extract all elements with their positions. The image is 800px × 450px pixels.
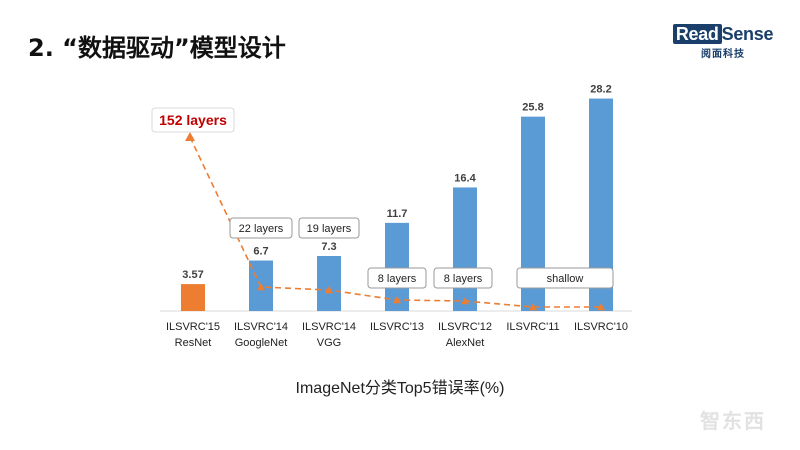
x-tick-label: ILSVRC'12 (438, 321, 492, 333)
layer-annotation-box (151, 107, 235, 133)
layer-annotation-label: 19 layers (307, 223, 352, 235)
layer-annotation-box (516, 267, 614, 289)
brand-logo: Read Sense 阅面科技 (668, 24, 778, 60)
layer-annotation-label: shallow (547, 273, 584, 285)
watermark-logo: 智东西 (700, 409, 766, 433)
depth-marker (185, 132, 195, 141)
layer-annotation-box (367, 267, 427, 289)
bar-value-label: 7.3 (321, 241, 336, 253)
brand-wordmark: Read Sense (672, 24, 774, 44)
depth-marker (257, 283, 265, 291)
layer-annotation-box (298, 217, 360, 239)
x-tick-label: ILSVRC'14 (234, 321, 288, 333)
x-axis-caption: ImageNet分类Top5错误率(%) (295, 380, 505, 397)
bar-value-label: 16.4 (454, 172, 476, 184)
bar (317, 256, 341, 311)
depth-marker (597, 303, 605, 311)
bar-value-label: 3.57 (182, 269, 203, 281)
x-tick-label: ILSVRC'13 (370, 321, 424, 333)
bar (453, 187, 477, 311)
layer-annotation-label: 22 layers (239, 223, 284, 235)
x-tick-sublabel: AlexNet (446, 337, 485, 349)
bar-value-label: 25.8 (522, 102, 543, 114)
x-tick-label: ILSVRC'15 (166, 321, 220, 333)
depth-marker (529, 303, 537, 311)
layer-annotation-box (229, 217, 293, 239)
depth-marker (325, 286, 333, 294)
x-tick-label: ILSVRC'14 (302, 321, 356, 333)
brand-chinese-name: 阅面科技 (701, 49, 745, 60)
depth-marker (461, 297, 469, 305)
slide-title: 2. “数据驱动”模型设计 (28, 34, 286, 62)
x-tick-sublabel: VGG (317, 337, 341, 349)
bar-value-label: 28.2 (590, 84, 611, 96)
x-tick-label: ILSVRC'11 (506, 321, 559, 333)
bar-value-label: 6.7 (253, 246, 268, 258)
layer-annotation-box (433, 267, 493, 289)
bar-value-label: 11.7 (387, 208, 408, 220)
layer-annotation-label: 8 layers (378, 273, 417, 285)
x-tick-sublabel: ResNet (175, 337, 212, 349)
x-tick-sublabel: GoogleNet (235, 337, 288, 349)
depth-marker (393, 296, 401, 304)
x-tick-label: ILSVRC'10 (574, 321, 628, 333)
bar (181, 284, 205, 311)
brand-word-sense: Sense (721, 24, 774, 44)
brand-word-read: Read (672, 24, 722, 44)
layer-annotation-label: 8 layers (444, 273, 483, 285)
layer-annotation-label: 152 layers (159, 112, 227, 128)
